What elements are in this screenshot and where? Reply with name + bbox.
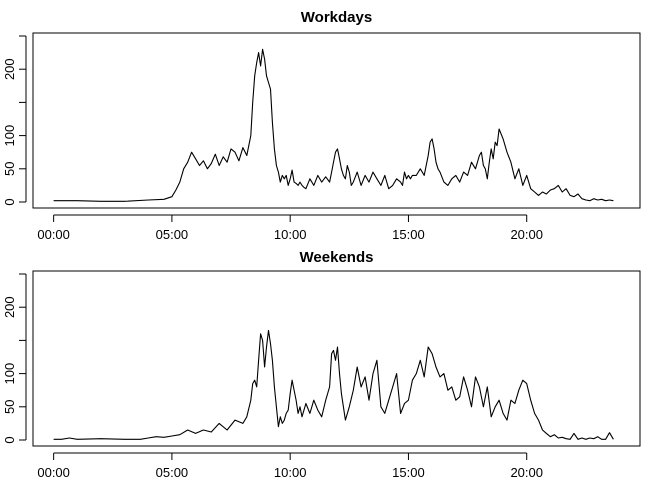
weekends-chart-title: Weekends: [300, 249, 374, 266]
workdays-y-tick-label: 50: [2, 162, 17, 176]
workdays-x-tick-label: 15:00: [392, 227, 425, 242]
workdays-y-tick-label: 0: [2, 198, 17, 205]
weekends-y-tick-label: 100: [2, 363, 17, 385]
weekends-x-tick-label: 15:00: [392, 465, 425, 480]
workdays-y-tick-label: 200: [2, 58, 17, 80]
weekends-series-line: [53, 329, 614, 440]
weekends-x-tick-label: 10:00: [274, 465, 307, 480]
workdays-plot-frame: [32, 32, 641, 209]
weekends-x-tick-label: 00:00: [37, 465, 70, 480]
weekends-y-tick-label: 200: [2, 296, 17, 318]
weekends-panel: Weekends 00:00 05:00 10:00 15:00 20:00 0 50 100 2…: [2, 249, 641, 480]
workdays-y-tick-label: 100: [2, 125, 17, 147]
weekends-y-tick-label: 50: [2, 400, 17, 414]
weekends-x-tick-label: 20:00: [510, 465, 543, 480]
workdays-panel: Workdays 00:00 05:00 10:00 15:00 20:00 0 50 100 2…: [2, 9, 641, 242]
weekends-x-tick-label: 05:00: [156, 465, 189, 480]
workdays-x-tick-label: 05:00: [156, 227, 189, 242]
workdays-chart-title: Workdays: [301, 9, 372, 26]
workdays-x-tick-label: 20:00: [510, 227, 543, 242]
workdays-x-tick-label: 00:00: [37, 227, 70, 242]
weekends-y-tick-label: 0: [2, 436, 17, 443]
weekends-plot-frame: [32, 270, 641, 447]
workdays-x-tick-label: 10:00: [274, 227, 307, 242]
workdays-series-line: [53, 48, 614, 202]
